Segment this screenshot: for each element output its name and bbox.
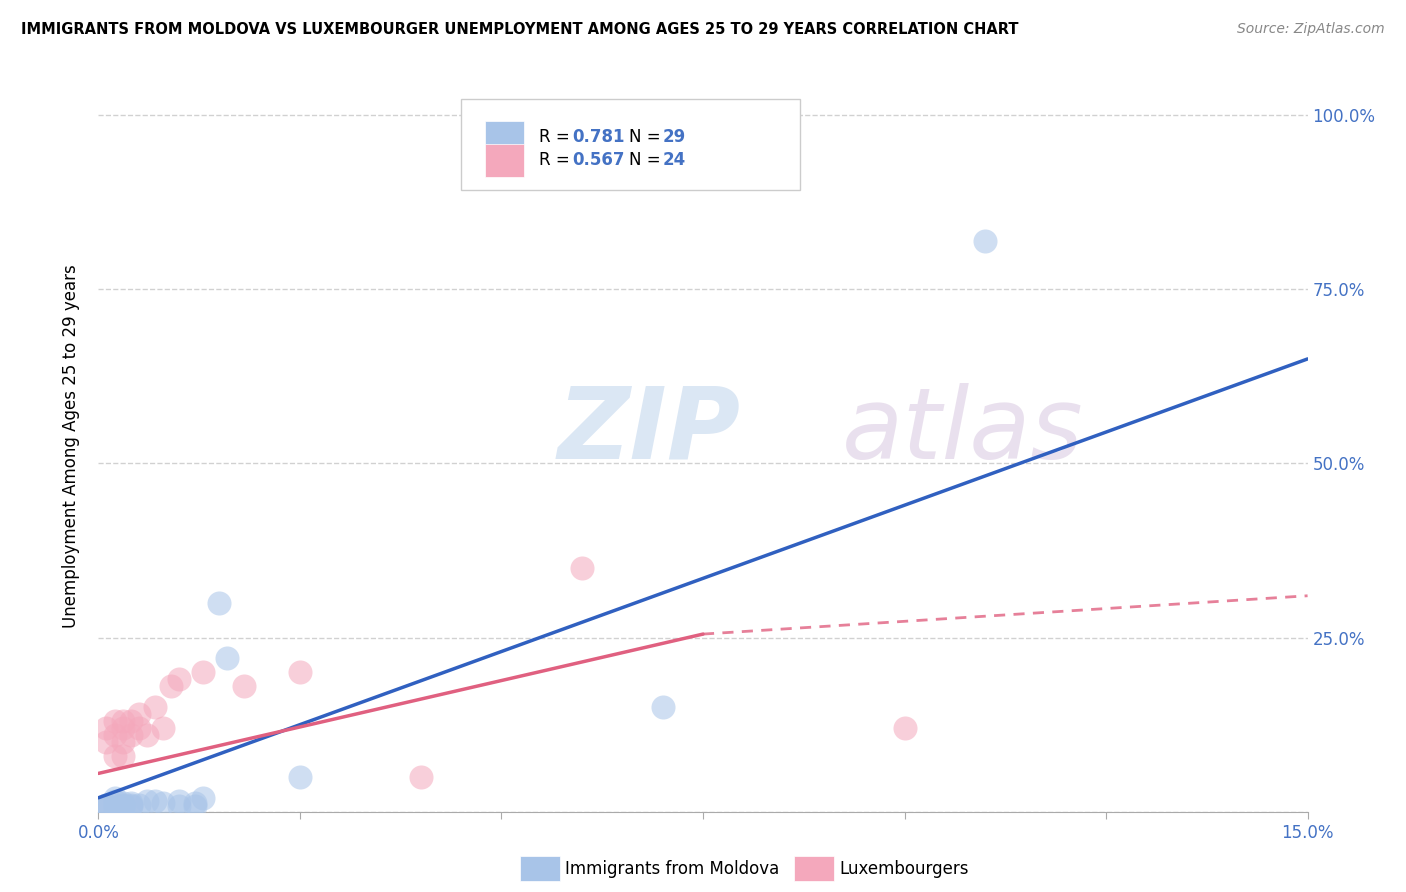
Point [232,679,254,693]
Point [135,728,157,742]
Point [288,665,311,680]
Point [152,797,174,811]
Point [120,797,142,812]
Point [651,700,673,714]
Text: R =: R = [538,152,575,169]
Point [111,799,134,814]
Point [193,790,215,805]
Point [135,794,157,808]
Point [120,714,142,728]
Point [120,799,142,814]
Point [208,596,231,610]
Point [143,794,166,808]
Text: atlas: atlas [842,383,1084,480]
Point [103,728,125,742]
Point [111,735,134,749]
Point [111,714,134,728]
Point [103,714,125,728]
Point [111,801,134,815]
Text: ZIP: ZIP [558,383,741,480]
Point [167,799,190,814]
Point [288,770,311,784]
Point [152,721,174,735]
Point [111,797,134,811]
Point [103,801,125,815]
Point [974,234,997,248]
Text: Immigrants from Moldova: Immigrants from Moldova [565,860,779,878]
Point [184,799,207,814]
Point [96,799,118,814]
Text: 0.781: 0.781 [572,128,624,146]
Point [893,721,915,735]
Point [143,700,166,714]
FancyBboxPatch shape [461,99,800,190]
Point [571,561,593,575]
Point [103,797,125,812]
Point [96,797,118,812]
Point [103,794,125,808]
Point [128,797,150,812]
Point [184,797,207,811]
Text: N =: N = [630,128,666,146]
Point [120,728,142,742]
Point [160,679,183,693]
Point [193,665,215,680]
Y-axis label: Unemployment Among Ages 25 to 29 years: Unemployment Among Ages 25 to 29 years [62,264,80,628]
Text: R =: R = [538,128,575,146]
Point [120,797,142,811]
Text: N =: N = [630,152,666,169]
Text: IMMIGRANTS FROM MOLDOVA VS LUXEMBOURGER UNEMPLOYMENT AMONG AGES 25 TO 29 YEARS C: IMMIGRANTS FROM MOLDOVA VS LUXEMBOURGER … [21,22,1018,37]
Point [103,790,125,805]
Point [128,721,150,735]
Point [103,749,125,764]
Point [409,770,432,784]
Text: Luxembourgers: Luxembourgers [839,860,969,878]
Point [96,735,118,749]
Text: 24: 24 [664,152,686,169]
FancyBboxPatch shape [485,120,524,153]
Point [96,721,118,735]
FancyBboxPatch shape [485,144,524,177]
Point [128,707,150,722]
Point [167,794,190,808]
Text: 0.567: 0.567 [572,152,624,169]
Text: Source: ZipAtlas.com: Source: ZipAtlas.com [1237,22,1385,37]
Point [96,801,118,815]
Text: 29: 29 [664,128,686,146]
Point [167,673,190,687]
Point [111,721,134,735]
Point [96,797,118,812]
Point [111,797,134,812]
Point [111,749,134,764]
Point [217,651,239,665]
